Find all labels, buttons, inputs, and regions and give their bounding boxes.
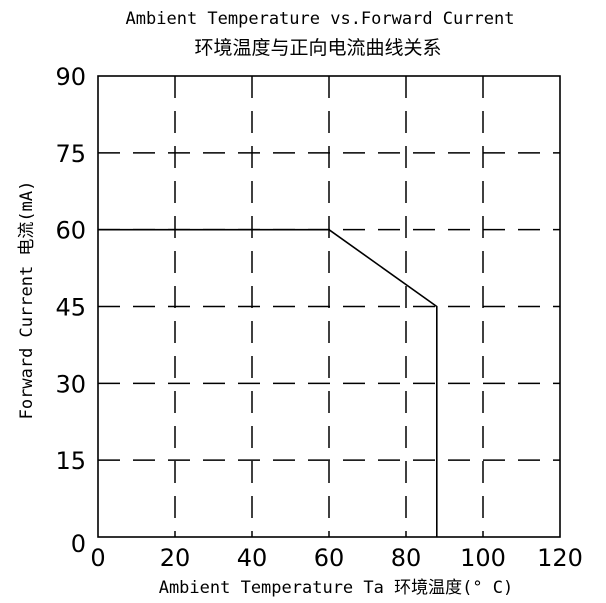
y-tick-labels: 0 15 30 45 60 75 90 (55, 63, 86, 558)
y-tick-label: 30 (55, 370, 86, 398)
x-axis-label: Ambient Temperature Ta 环境温度(° C) (159, 578, 514, 598)
plot-frame (97, 75, 561, 538)
x-tick-label: 60 (314, 544, 345, 572)
y-tick-label: 45 (55, 294, 86, 322)
x-tick-label: 20 (160, 544, 191, 572)
y-tick-label: 75 (55, 140, 86, 168)
chart-title: Ambient Temperature vs.Forward Current (126, 9, 515, 29)
x-tick-labels: 0 20 40 60 80 100 120 (90, 544, 583, 572)
x-tick-label: 40 (237, 544, 268, 572)
grid-lines (98, 76, 560, 537)
x-tick-label: 0 (90, 544, 105, 572)
y-tick-label: 90 (55, 63, 86, 91)
series-line (98, 228, 438, 537)
y-tick-label: 60 (55, 217, 86, 245)
x-tick-label: 80 (391, 544, 422, 572)
y-axis-label: Forward Current 电流(mA) (17, 181, 37, 420)
chart-subtitle: 环境温度与正向电流曲线关系 (194, 37, 441, 59)
x-tick-label: 100 (460, 544, 506, 572)
y-tick-label: 15 (55, 447, 86, 475)
y-tick-label: 0 (71, 530, 86, 558)
x-tick-label: 120 (537, 544, 583, 572)
